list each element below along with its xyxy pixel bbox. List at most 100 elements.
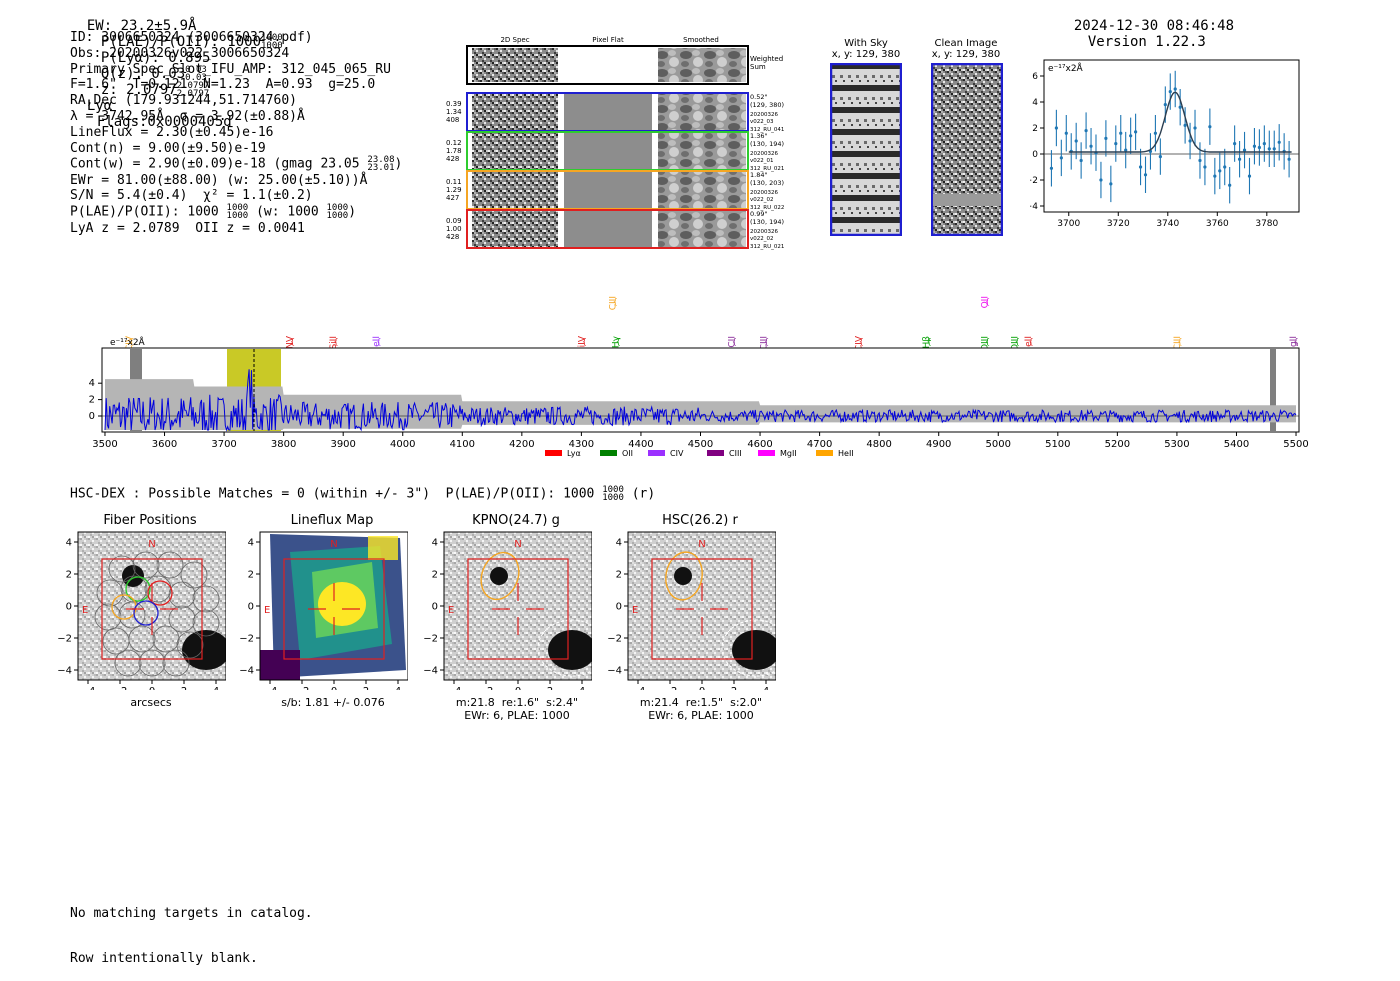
fiber-circle bbox=[128, 625, 156, 653]
header-summary: EW: 23.2±5.9Å P(LAE)/P(OII): 1000 1000 100… bbox=[70, 2, 283, 130]
row-weight-2: 1.34 bbox=[446, 108, 462, 116]
galaxy-target bbox=[674, 567, 692, 585]
row-divider bbox=[560, 172, 564, 208]
panel-xtick-label: 2 bbox=[181, 686, 187, 690]
emission-line-bracket: { bbox=[859, 337, 864, 346]
row-meta-date: 20200326 bbox=[750, 112, 778, 118]
emission-line-label: SiIV bbox=[577, 335, 587, 353]
fiber-circle bbox=[132, 551, 160, 579]
zoom-ylabel: e⁻¹⁷x2Å bbox=[1048, 62, 1084, 74]
plya-value: P(Lyα): 0.895 bbox=[100, 50, 211, 66]
spectrum-xtick-label: 4700 bbox=[807, 439, 832, 450]
panel-ytick-label: 2 bbox=[66, 570, 72, 581]
zoom-data-point bbox=[1247, 174, 1252, 178]
legend-label: CIII bbox=[729, 449, 742, 458]
row-weight-1: 0.11 bbox=[446, 178, 462, 186]
zoom-ytick-label: 0 bbox=[1032, 150, 1038, 160]
row-divider bbox=[653, 94, 657, 130]
hsc-dex-title: HSC-DEX : Possible Matches = 0 (within +… bbox=[70, 485, 656, 503]
panel-xtick-label: −2 bbox=[113, 686, 128, 690]
info-plae: P(LAE)/P(OII): 1000 1000 1000 (w: 1000 10… bbox=[70, 203, 357, 222]
row-divider bbox=[653, 172, 657, 208]
row-weight-1: 0.09 bbox=[446, 217, 462, 225]
spectrum-xtick-label: 4300 bbox=[569, 439, 594, 450]
fiber-circle bbox=[192, 585, 220, 613]
panel-image: N E 4 2 0 −2 −4 −4 −2 0 2 4 bbox=[239, 531, 408, 690]
panel-xtick-label: −2 bbox=[663, 686, 678, 690]
sum-label: Sum bbox=[750, 63, 766, 71]
zoom-data-points bbox=[1049, 70, 1291, 204]
panel-image: N E 4 2 0 −2 −4 −4 −2 0 2 4 bbox=[57, 531, 226, 690]
spectrum-xtick-label: 4900 bbox=[926, 439, 951, 450]
spectrum-xtick-label: 3500 bbox=[92, 439, 117, 450]
emission-line-bracket: { bbox=[290, 337, 295, 346]
row-frame bbox=[466, 209, 749, 249]
legend-label: Lyα bbox=[567, 449, 581, 458]
spectrum-xtick-label: 4200 bbox=[509, 439, 534, 450]
full-spectrum-plot: CIV{NV{SiII{HeII{CIII{SiIV{Hγ{CII{CIII{C… bbox=[89, 296, 1309, 458]
zoom-data-point bbox=[1218, 169, 1222, 173]
zoom-y-ticks: 6 4 2 0 −2 −4 bbox=[1030, 72, 1044, 212]
col-smoothed: Smoothed bbox=[683, 36, 719, 44]
catalog-note: No matching targets in catalog. Row inte… bbox=[70, 876, 313, 981]
panel-xtick-label: 2 bbox=[547, 686, 553, 690]
zoom-data-point bbox=[1079, 158, 1083, 163]
info-lambda: λ = 3742.95Å σ = 3.92(±0.88)Å bbox=[70, 108, 305, 124]
panel-image: N E 4 2 0 −2 −4 −4 −2 0 2 4 bbox=[423, 531, 592, 690]
legend-swatch bbox=[648, 450, 665, 456]
catalog-note-line2: Row intentionally blank. bbox=[70, 951, 258, 966]
fiber-circle-highlight bbox=[133, 600, 159, 626]
emission-line-label: CIII bbox=[1173, 336, 1183, 350]
spectrum-xtick-label: 5500 bbox=[1283, 439, 1308, 450]
row-meta-xy: (130, 194) bbox=[750, 140, 784, 148]
row-meta-d: 1.36" bbox=[750, 132, 767, 140]
fiber-circle bbox=[192, 609, 220, 637]
fiber-circle bbox=[96, 579, 124, 607]
info-radec: RA,Dec (179.931244,51.714760) bbox=[70, 93, 297, 109]
emission-line-label: CIII bbox=[608, 296, 618, 310]
zoom-data-point bbox=[1208, 125, 1212, 129]
aperture-ellipse bbox=[480, 551, 520, 601]
qz-range: 0.03 0.03 bbox=[185, 65, 207, 83]
emission-line-bracket: { bbox=[1028, 337, 1033, 346]
zoom-data-point bbox=[1277, 140, 1281, 144]
spectrum-ytick-label: 4 bbox=[89, 378, 95, 389]
east-label: E bbox=[632, 605, 638, 616]
zoom-data-point bbox=[1138, 165, 1143, 169]
row-2d-spec bbox=[472, 94, 558, 130]
panel-xtick-label: 0 bbox=[149, 686, 155, 690]
fiber-circle bbox=[94, 603, 122, 631]
plae-value: P(LAE)/P(OII): 1000 bbox=[100, 34, 262, 50]
zoom-ytick-label: −4 bbox=[1030, 202, 1038, 212]
panel-ytick-label: −2 bbox=[607, 634, 622, 645]
panel-ytick-label: 0 bbox=[432, 602, 438, 613]
fiber-circle bbox=[168, 581, 196, 609]
zoom-ytick-label: −2 bbox=[1030, 176, 1038, 186]
panel-ytick-label: −4 bbox=[423, 666, 438, 677]
emission-line-bracket: { bbox=[333, 337, 338, 346]
fiber-circle bbox=[152, 625, 180, 653]
zoom-data-point bbox=[1233, 142, 1237, 146]
panel-ytick-label: −2 bbox=[57, 634, 72, 645]
emission-line-label: OIII bbox=[981, 336, 991, 351]
zoom-xtick-label: 3720 bbox=[1107, 219, 1130, 229]
row-2d-spec bbox=[472, 211, 558, 247]
spectrum-error-band bbox=[105, 379, 1296, 430]
panel-caption: m:21.8 re:1.6" s:2.4" bbox=[455, 696, 579, 709]
fiber-circle bbox=[114, 649, 142, 677]
masked-region-right bbox=[1270, 349, 1276, 431]
spectrum-xtick-label: 4000 bbox=[390, 439, 415, 450]
panel-ytick-label: −4 bbox=[239, 666, 254, 677]
panel-xtick-label: 4 bbox=[213, 686, 219, 690]
zoom-data-point bbox=[1074, 139, 1078, 143]
legend-label: MgII bbox=[780, 449, 797, 458]
east-label: E bbox=[448, 605, 454, 616]
panel-caption: arcsecs bbox=[130, 696, 172, 709]
zoom-x-ticks: 3700 3720 3740 3760 3780 bbox=[1057, 212, 1279, 229]
header-datetime: 2024-12-30 08:46:48 Version 1.22.3 bbox=[1057, 2, 1234, 50]
with-sky-image bbox=[830, 63, 902, 236]
emission-line-bracket: { bbox=[376, 337, 381, 346]
zoom-data-point bbox=[1099, 178, 1103, 182]
search-box bbox=[101, 558, 203, 660]
panel-ytick-label: 2 bbox=[248, 570, 254, 581]
